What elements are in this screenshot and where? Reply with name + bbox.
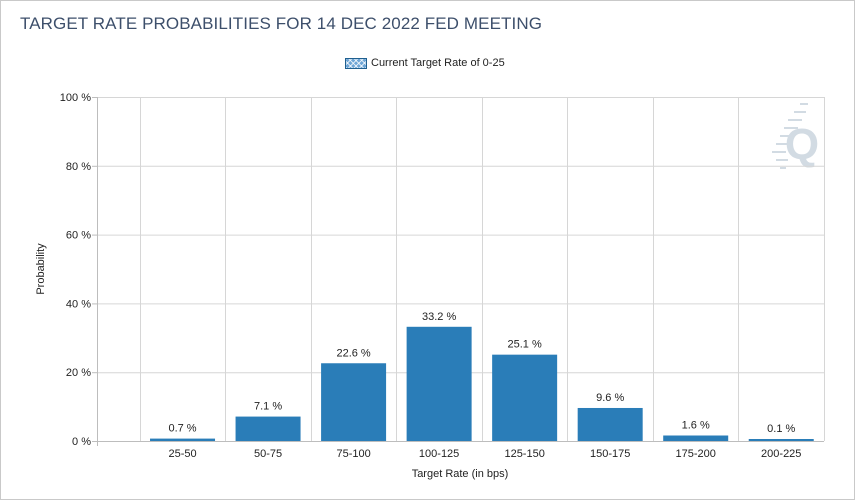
x-tick-label-200-225: 200-225 — [761, 448, 801, 460]
data-label-175-200: 1.6 % — [682, 419, 710, 431]
y-tick-label: 40 % — [66, 298, 91, 310]
quikstrike-logo: Q — [772, 103, 819, 169]
x-tick-label-25-50: 25-50 — [168, 448, 196, 460]
x-tick-label-175-200: 175-200 — [676, 448, 716, 460]
bar-25-50 — [150, 438, 216, 441]
y-tick-label: 100 % — [60, 92, 91, 104]
bar-200-225 — [748, 439, 814, 441]
legend-label: Current Target Rate of 0-25 — [371, 57, 505, 69]
bar-50-75 — [235, 416, 301, 441]
data-labels: 0.7 % 7.1 % 22.6 % 33.2 % 25.1 % 9.6 % 1.6 % 0.… — [168, 311, 795, 435]
x-tick-label-75-100: 75-100 — [336, 448, 370, 460]
bar-175-200 — [663, 435, 729, 441]
data-label-150-175: 9.6 % — [596, 392, 624, 404]
bars — [150, 326, 814, 441]
data-label-25-50: 0.7 % — [168, 423, 196, 435]
y-tick-label: 60 % — [66, 230, 91, 242]
legend[interactable]: Current Target Rate of 0-25 — [345, 57, 505, 69]
data-label-75-100: 22.6 % — [336, 347, 370, 359]
y-tick-label: 0 % — [72, 436, 91, 448]
x-tick-label-100-125: 100-125 — [419, 448, 459, 460]
y-tick-label: 80 % — [66, 161, 91, 173]
y-tick-label: 20 % — [66, 367, 91, 379]
x-axis-ticks: 25-50 50-75 75-100 100-125 125-150 150-175 175… — [168, 448, 801, 460]
data-label-100-125: 33.2 % — [422, 311, 456, 323]
x-axis-label: Target Rate (in bps) — [412, 468, 509, 480]
y-axis-ticks: 0 % 20 % 40 % 60 % 80 % 100 % — [60, 92, 97, 448]
x-tick-label-150-175: 150-175 — [590, 448, 630, 460]
y-axis-label: Probability — [35, 243, 47, 295]
bar-150-175 — [577, 407, 643, 441]
bar-75-100 — [321, 363, 387, 441]
bar-100-125 — [406, 326, 472, 441]
data-label-50-75: 7.1 % — [254, 401, 282, 413]
logo-letter: Q — [785, 120, 819, 169]
x-tick-label-125-150: 125-150 — [504, 448, 544, 460]
x-tick-label-50-75: 50-75 — [254, 448, 282, 460]
data-label-200-225: 0.1 % — [767, 423, 795, 435]
chart-title: TARGET RATE PROBABILITIES FOR 14 DEC 202… — [20, 14, 543, 33]
legend-swatch — [345, 57, 367, 69]
bar-125-150 — [492, 354, 558, 441]
data-label-125-150: 25.1 % — [508, 339, 542, 351]
